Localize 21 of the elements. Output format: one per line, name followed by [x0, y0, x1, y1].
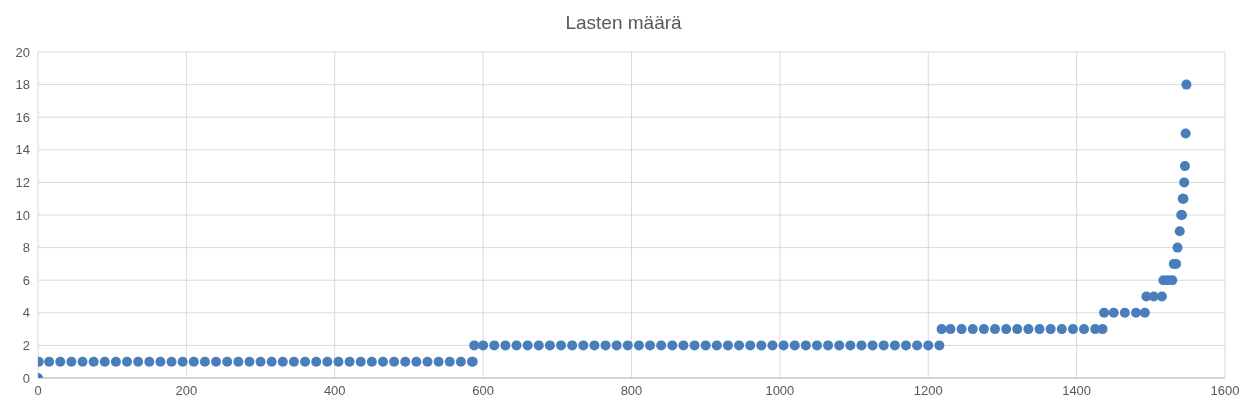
x-tick-label: 600 — [472, 383, 494, 399]
y-tick-label: 20 — [15, 44, 30, 60]
y-tick-label: 14 — [15, 142, 30, 158]
y-tick-label: 16 — [15, 109, 30, 125]
x-tick-label: 1000 — [765, 383, 795, 399]
y-tick-label: 4 — [22, 305, 30, 321]
x-tick-label: 200 — [175, 383, 198, 399]
y-tick-label: 10 — [15, 207, 30, 223]
x-tick-label: 1200 — [913, 383, 943, 399]
x-tick-label: 1400 — [1062, 383, 1092, 399]
y-tick-label: 18 — [15, 77, 30, 93]
y-tick-label: 8 — [22, 240, 30, 256]
y-tick-label: 0 — [22, 370, 30, 386]
x-tick-label: 1600 — [1210, 383, 1240, 399]
chart-title: Lasten määrä — [564, 11, 683, 35]
y-tick-label: 6 — [22, 272, 30, 288]
x-tick-label: 800 — [620, 383, 643, 399]
x-tick-label: 0 — [34, 383, 42, 399]
y-tick-label: 12 — [15, 175, 30, 191]
x-tick-label: 400 — [323, 383, 346, 399]
y-tick-label: 2 — [22, 338, 30, 354]
